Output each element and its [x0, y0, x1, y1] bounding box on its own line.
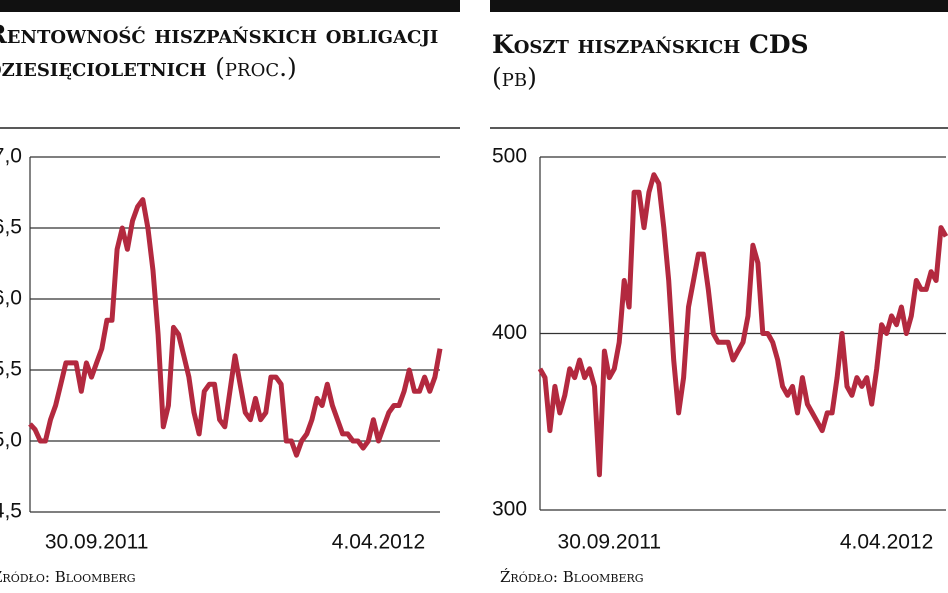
y-tick-label: 7,0	[0, 145, 22, 168]
chart-title-block: Rentowność hiszpańskich obligacji dziesi…	[0, 18, 466, 84]
y-tick-label: 4,5	[0, 500, 22, 523]
header-bar	[490, 0, 948, 12]
y-tick-label: 400	[492, 321, 527, 344]
y-tick-label: 6,5	[0, 216, 22, 239]
chart-title: Rentowność hiszpańskich obligacji dziesi…	[0, 20, 439, 82]
y-tick-label: 5,5	[0, 358, 22, 381]
header-bar	[0, 0, 460, 12]
chart-title-block: Koszt hiszpańskich CDS (pb)	[492, 28, 948, 94]
y-tick-label: 5,0	[0, 429, 22, 452]
x-tick-label: 30.09.2011	[45, 531, 149, 554]
source: Źródło: Bloomberg	[0, 568, 136, 586]
y-tick-label: 6,0	[0, 287, 22, 310]
data-line	[28, 197, 443, 458]
x-tick-label: 4.04.2012	[332, 531, 425, 554]
y-tick-label: 500	[492, 145, 527, 168]
x-tick-label: 30.09.2011	[558, 531, 662, 554]
chart-subtitle: (pb)	[492, 63, 537, 92]
y-tick-label: 300	[492, 498, 527, 521]
x-tick-label: 4.04.2012	[840, 531, 933, 554]
source: Źródło: Bloomberg	[500, 568, 644, 586]
data-line	[537, 172, 948, 478]
chart-subtitle: (proc.)	[215, 53, 297, 82]
chart-title: Koszt hiszpańskich CDS	[492, 30, 809, 59]
